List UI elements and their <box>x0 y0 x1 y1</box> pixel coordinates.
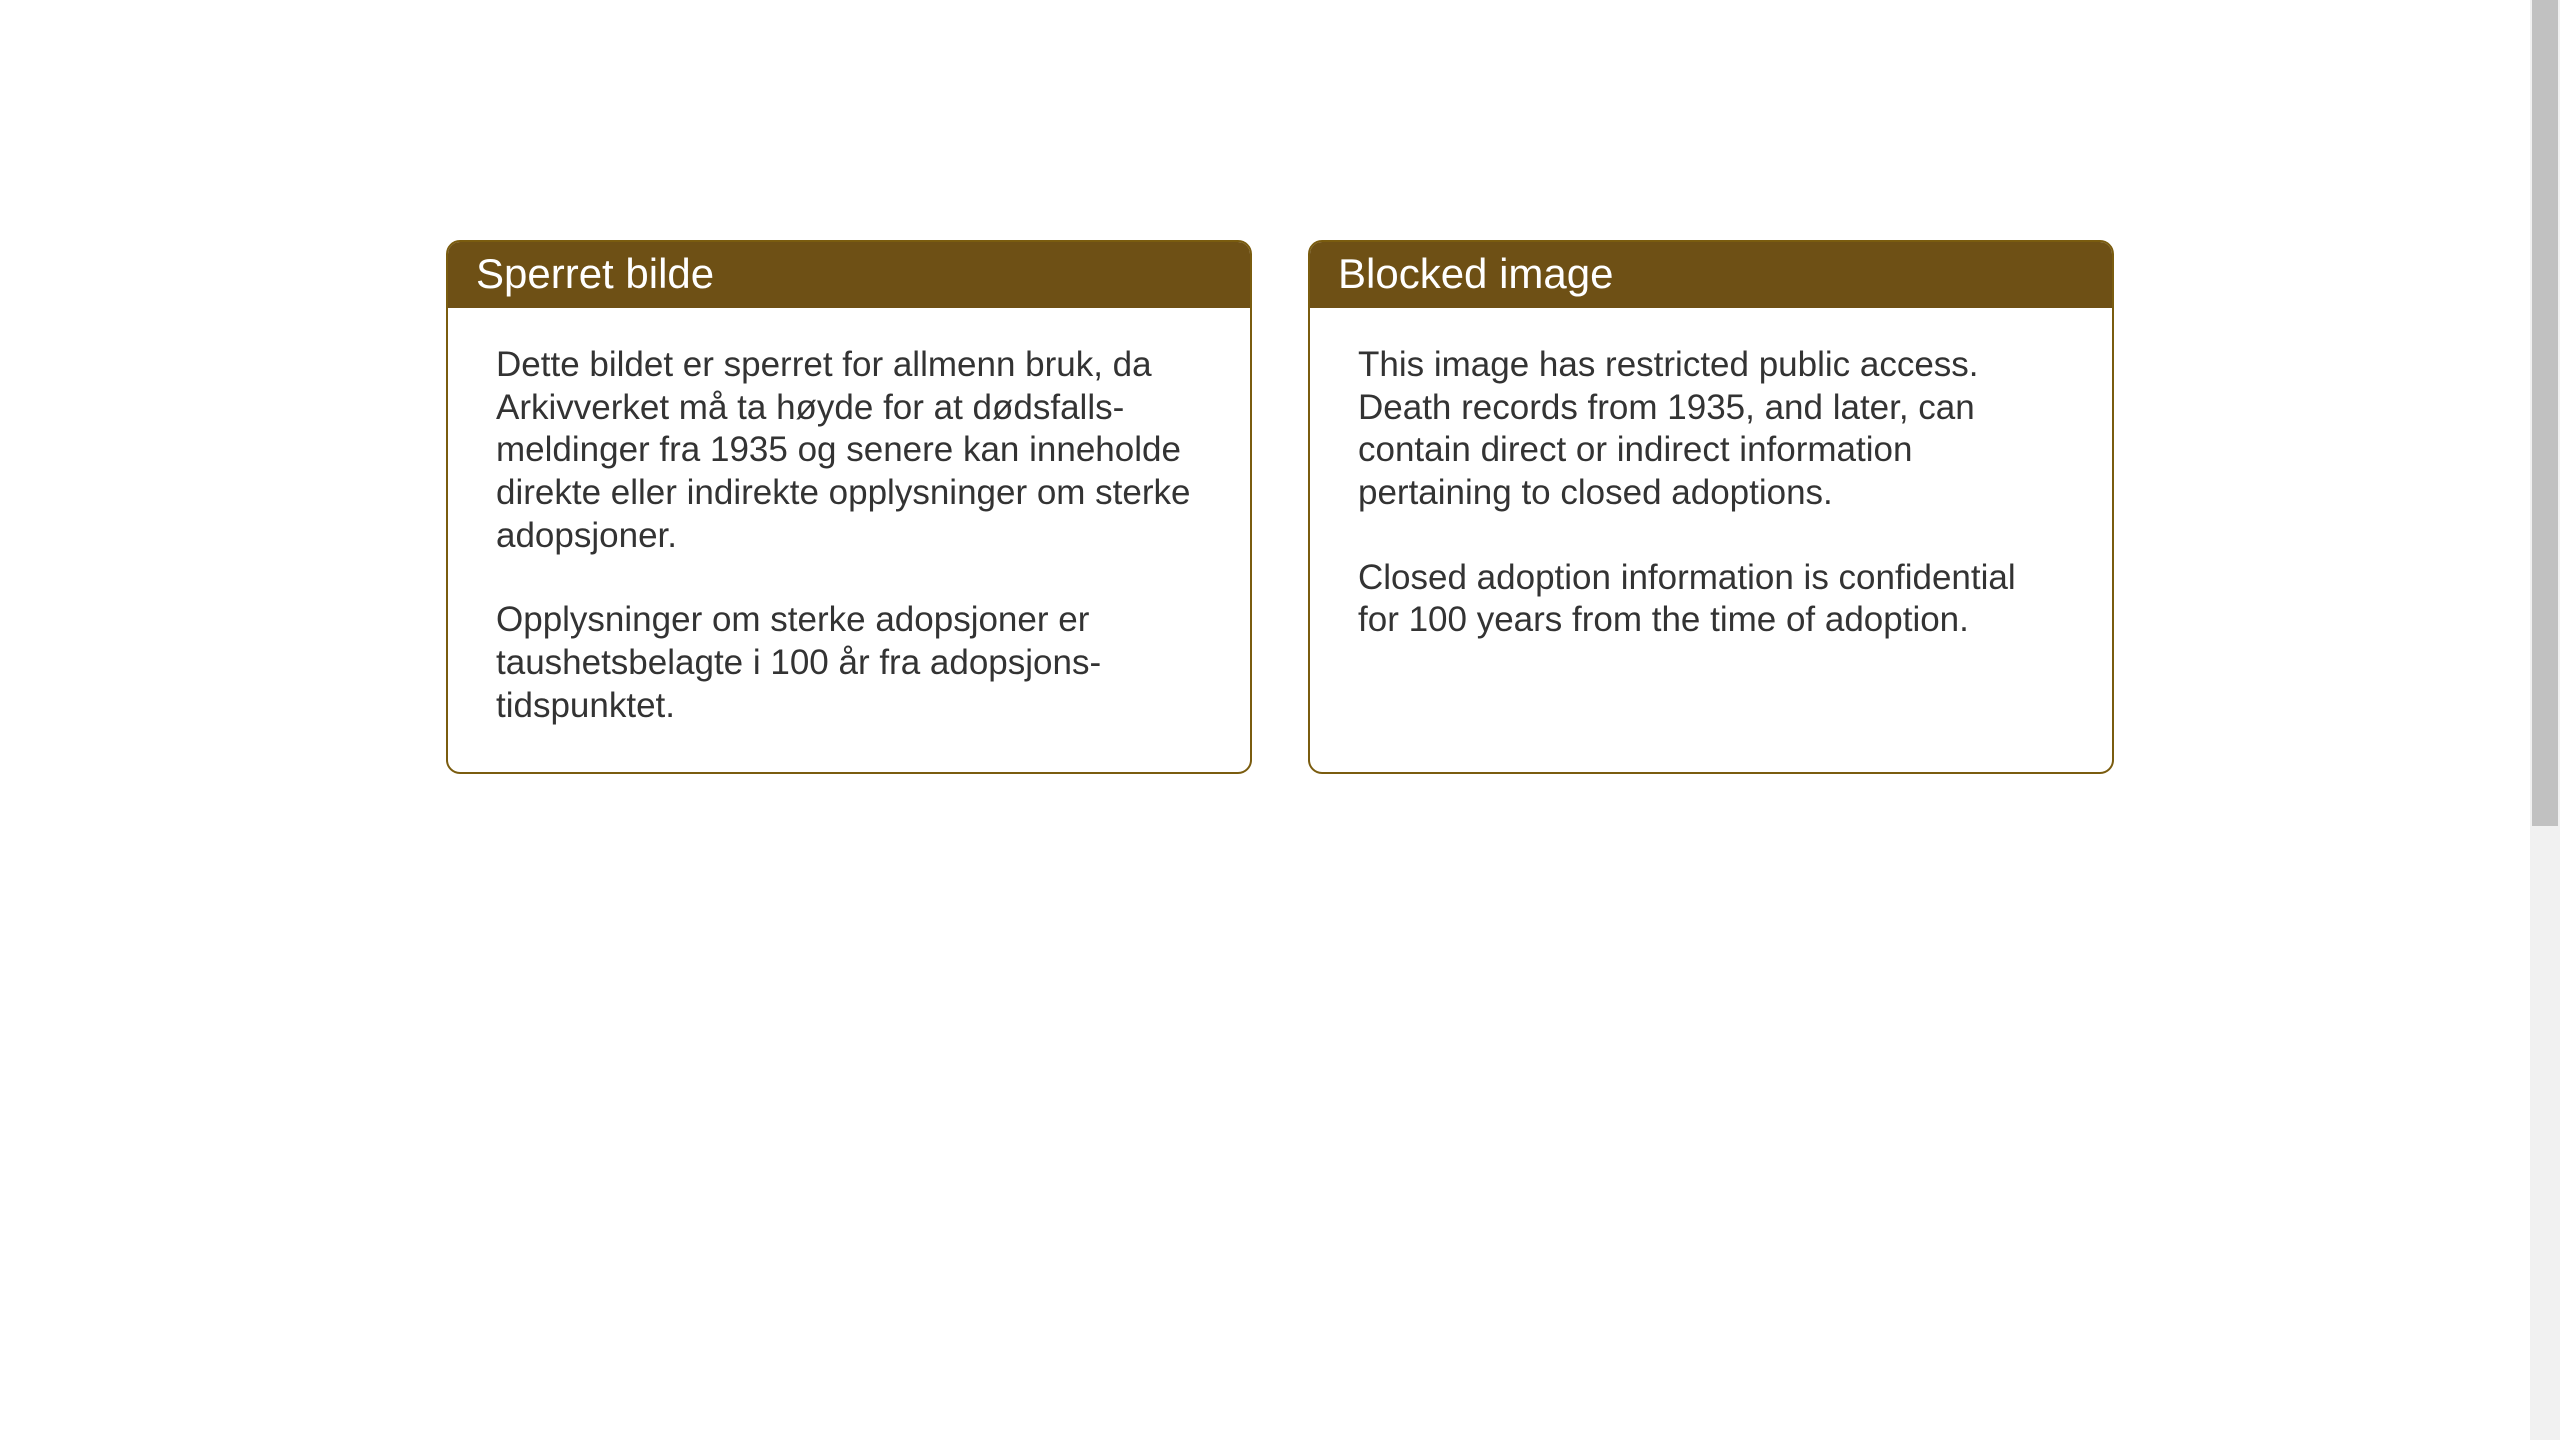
vertical-scrollbar-track[interactable] <box>2530 0 2560 1440</box>
english-paragraph-1: This image has restricted public access.… <box>1358 344 2064 515</box>
norwegian-card-body: Dette bildet er sperret for allmenn bruk… <box>448 308 1250 772</box>
english-paragraph-2: Closed adoption information is confident… <box>1358 557 2064 642</box>
norwegian-paragraph-2: Opplysninger om sterke adopsjoner er tau… <box>496 599 1202 727</box>
vertical-scrollbar-thumb[interactable] <box>2532 0 2558 826</box>
english-notice-card: Blocked image This image has restricted … <box>1308 240 2114 774</box>
notice-cards-container: Sperret bilde Dette bildet er sperret fo… <box>446 240 2114 774</box>
english-card-body: This image has restricted public access.… <box>1310 308 2112 746</box>
norwegian-paragraph-1: Dette bildet er sperret for allmenn bruk… <box>496 344 1202 557</box>
english-card-title: Blocked image <box>1310 242 2112 308</box>
norwegian-notice-card: Sperret bilde Dette bildet er sperret fo… <box>446 240 1252 774</box>
norwegian-card-title: Sperret bilde <box>448 242 1250 308</box>
